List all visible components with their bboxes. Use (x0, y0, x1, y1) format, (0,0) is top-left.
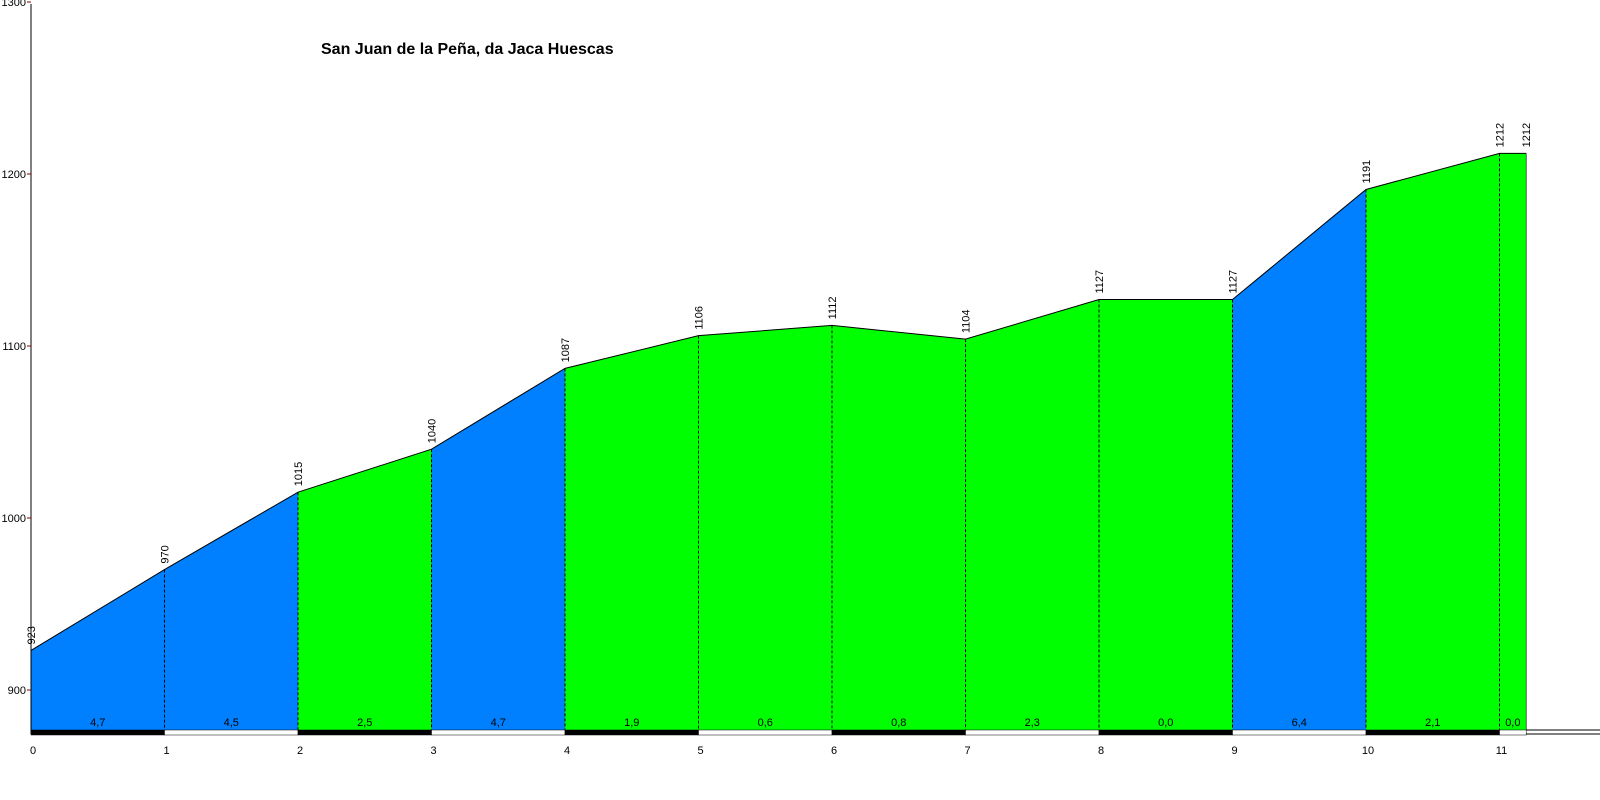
distance-bar-segment (30, 729, 165, 736)
y-tick-label-1300: 1300 (2, 0, 26, 9)
elevation-label-7: 1104 (961, 309, 973, 333)
segment-fill-6 (832, 325, 966, 730)
x-tick-label-11: 11 (1496, 745, 1507, 757)
x-tick-label-1: 1 (163, 745, 169, 757)
elevation-label-4: 1087 (560, 338, 572, 362)
elevation-label-6: 1112 (827, 297, 839, 320)
y-tick-label-1200: 1200 (2, 169, 26, 181)
x-tick-label-10: 10 (1362, 745, 1374, 757)
x-tick-label-7: 7 (964, 745, 970, 757)
gradient-label-3: 4,7 (491, 717, 506, 729)
distance-bar (30, 729, 1600, 736)
segment-fill-7 (965, 299, 1099, 730)
distance-bar-segment (297, 729, 432, 736)
y-tick-label-1000: 1000 (2, 513, 26, 525)
distance-bar-segment (831, 729, 966, 736)
elevation-label-2: 1015 (293, 462, 305, 486)
point-labels: 923 970 1015 1040 1087 1106 1112 1104 1127 1127 11… (26, 123, 1533, 645)
segment-fill-11 (1499, 153, 1527, 731)
distance-bar-segment (698, 729, 833, 736)
segment-fill-8 (1099, 299, 1233, 730)
distance-bar-segment (564, 729, 699, 736)
distance-bar-segment (1098, 729, 1233, 736)
elevation-label-10: 1191 (1361, 160, 1373, 184)
y-tick-label-1100: 1100 (2, 341, 26, 353)
distance-bar-segment (1232, 729, 1367, 736)
x-tick-label-6: 6 (831, 745, 837, 757)
y-axis-ticks: 900 1000 1100 1200 1300 (2, 0, 31, 697)
segment-fill-5 (698, 325, 832, 730)
gradient-label-1: 4,5 (224, 717, 239, 729)
gradient-label-2: 2,5 (357, 717, 372, 729)
segment-fill-2 (298, 449, 432, 730)
chart-title: San Juan de la Peña, da Jaca Huescas (321, 41, 614, 58)
gradient-labels: 4,7 4,5 2,5 4,7 1,9 0,6 0,8 2,3 0,0 6,4 2,1 0,0 (90, 717, 1520, 729)
x-tick-label-4: 4 (564, 745, 570, 757)
segment-fills (31, 153, 1527, 731)
segment-fill-1 (164, 492, 298, 730)
gradient-label-5: 0,6 (758, 717, 773, 729)
segment-fill-3 (431, 368, 565, 730)
gradient-label-11: 0,0 (1505, 717, 1520, 729)
elevation-label-5: 1106 (694, 306, 706, 330)
segment-dividers (164, 153, 1527, 730)
elevation-label-8: 1127 (1094, 270, 1106, 294)
distance-bar-segment (965, 729, 1100, 736)
gradient-label-9: 6,4 (1292, 717, 1307, 729)
x-axis-ticks: 0 1 2 3 4 5 6 7 8 9 10 11 (30, 745, 1507, 757)
x-tick-label-9: 9 (1231, 745, 1237, 757)
distance-bar-segment (164, 729, 299, 736)
x-tick-label-2: 2 (297, 745, 303, 757)
x-tick-label-0: 0 (30, 745, 36, 757)
gradient-label-6: 0,8 (891, 717, 906, 729)
elevation-label-9: 1127 (1228, 270, 1240, 294)
gradient-label-7: 2,3 (1025, 717, 1040, 729)
elevation-label-1: 970 (160, 545, 172, 563)
elevation-label-12: 1212 (1521, 123, 1533, 147)
elevation-line (30, 152, 1527, 651)
elevation-label-0: 923 (26, 626, 38, 644)
distance-bar-segment (1365, 729, 1500, 736)
gradient-label-10: 2,1 (1425, 717, 1440, 729)
elevation-label-11: 1212 (1495, 123, 1507, 147)
gradient-label-4: 1,9 (624, 717, 639, 729)
segment-fill-10 (1366, 153, 1500, 731)
y-tick-label-900: 900 (8, 685, 26, 697)
segment-fill-9 (1232, 189, 1366, 731)
gradient-label-0: 4,7 (90, 717, 105, 729)
x-tick-label-8: 8 (1098, 745, 1104, 757)
gradient-label-8: 0,0 (1158, 717, 1173, 729)
distance-bar-segment (431, 729, 566, 736)
distance-bar-segment (1499, 729, 1527, 736)
x-tick-label-3: 3 (430, 745, 436, 757)
segment-fill-4 (565, 335, 699, 730)
x-tick-label-5: 5 (697, 745, 703, 757)
segment-fill-0 (31, 569, 165, 730)
elevation-label-3: 1040 (427, 419, 439, 443)
